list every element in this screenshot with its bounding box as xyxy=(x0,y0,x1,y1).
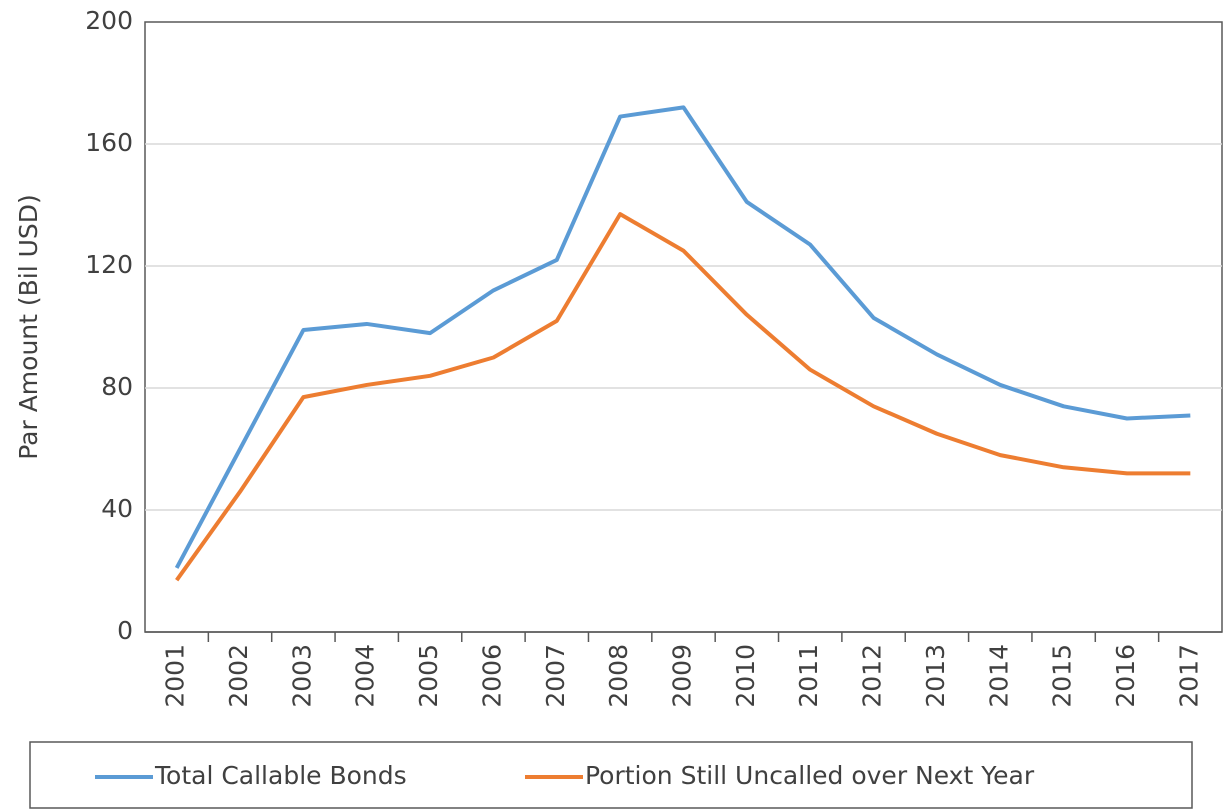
x-tick-label: 2010 xyxy=(731,644,760,708)
y-axis-label: Par Amount (Bil USD) xyxy=(14,194,43,460)
x-tick-label: 2015 xyxy=(1048,644,1077,708)
y-tick-label: 40 xyxy=(101,494,133,523)
x-tick-label: 2004 xyxy=(351,644,380,708)
x-tick-label: 2012 xyxy=(858,644,887,708)
x-tick-label: 2007 xyxy=(541,644,570,708)
x-tick-label: 2014 xyxy=(984,644,1013,708)
x-tick-label: 2008 xyxy=(604,644,633,708)
legend-label: Total Callable Bonds xyxy=(154,761,407,790)
x-tick-label: 2006 xyxy=(477,644,506,708)
x-tick-label: 2003 xyxy=(287,644,316,708)
series-line xyxy=(175,212,1191,582)
x-tick-label: 2009 xyxy=(668,644,697,708)
y-tick-label: 80 xyxy=(101,372,133,401)
y-tick-label: 200 xyxy=(85,6,133,35)
x-tick-label: 2001 xyxy=(161,644,190,708)
x-tick-label: 2013 xyxy=(921,644,950,708)
legend-box xyxy=(29,741,1193,809)
x-tick-label: 2002 xyxy=(224,644,253,708)
series-line xyxy=(174,105,1191,569)
legend-label: Portion Still Uncalled over Next Year xyxy=(585,761,1035,790)
y-tick-label: 0 xyxy=(117,616,133,645)
plot-frame xyxy=(144,21,1223,633)
x-tick-label: 2017 xyxy=(1174,644,1203,708)
y-tick-label: 160 xyxy=(85,128,133,157)
y-tick-label: 120 xyxy=(85,250,133,279)
x-tick-label: 2005 xyxy=(414,644,443,708)
x-tick-label: 2016 xyxy=(1111,644,1140,708)
x-tick-label: 2011 xyxy=(794,644,823,708)
